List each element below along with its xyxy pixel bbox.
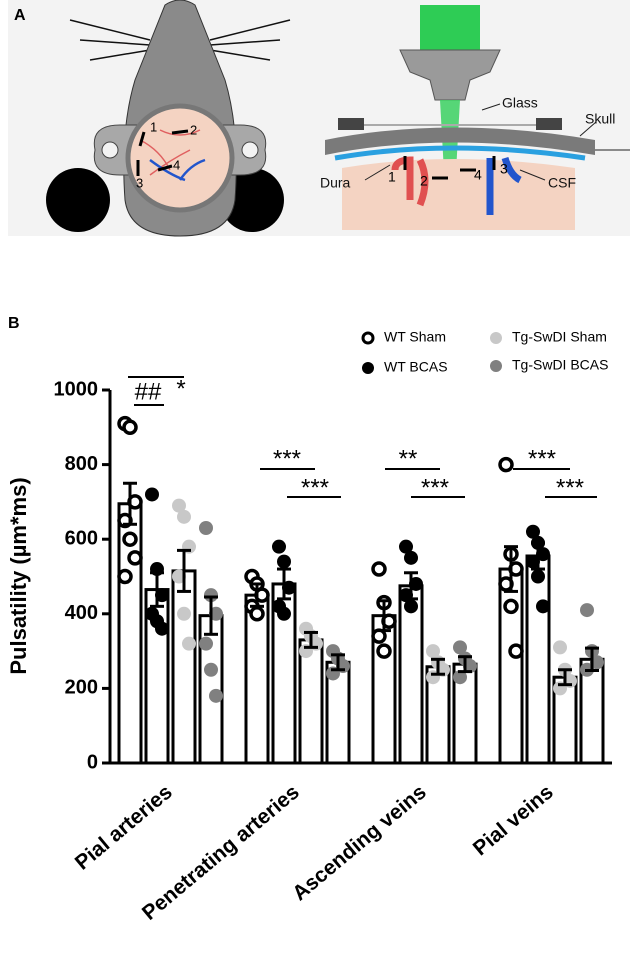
mouse: 1 2 3 4 [46, 0, 291, 237]
data-point [277, 554, 291, 569]
data-point [209, 688, 223, 703]
panel-label: A [14, 7, 26, 24]
data-point [155, 621, 169, 636]
data-point [526, 524, 540, 539]
data-point [277, 606, 291, 621]
data-point [404, 550, 418, 565]
panel-b: B Pulsatility (µm*ms) 0 200 400 600 800 1000 P… [6, 315, 612, 925]
y-tick-label: 800 [65, 453, 98, 475]
data-point [249, 606, 265, 622]
significance-label: * [176, 375, 185, 402]
legend-marker [362, 362, 374, 374]
data-point [199, 521, 213, 536]
x-tick-label: Ascending veins [288, 780, 431, 905]
data-point [117, 568, 133, 585]
data-point [182, 636, 196, 651]
data-point [399, 539, 413, 554]
data-point [453, 640, 467, 655]
significance-label: *** [528, 445, 556, 472]
side-site: 3 [500, 161, 508, 177]
data-point [204, 588, 218, 603]
data-point [508, 643, 524, 659]
data-point [204, 662, 218, 677]
x-tick-label: Pial veins [469, 780, 558, 860]
skull-label: Skull [585, 111, 615, 127]
bar [525, 554, 551, 765]
y-tick-label: 200 [65, 677, 98, 699]
legend-label: WT BCAS [384, 359, 448, 375]
window-site: 2 [190, 122, 197, 137]
legend-label: Tg-SwDI BCAS [512, 357, 608, 373]
panel-label: B [8, 315, 20, 332]
y-tick-label: 600 [65, 527, 98, 549]
data-point [404, 599, 418, 614]
side-site: 2 [420, 173, 428, 189]
data-point [199, 636, 213, 651]
data-point [536, 599, 550, 614]
window-site: 4 [173, 157, 180, 172]
window-site: 3 [136, 175, 143, 190]
data-point [371, 561, 387, 577]
data-point [376, 643, 392, 659]
glass-label: Glass [502, 95, 538, 111]
bar [298, 638, 324, 765]
data-point [580, 603, 594, 618]
bar [171, 569, 197, 765]
side-site: 1 [388, 169, 396, 185]
legend-marker [490, 332, 502, 344]
data-point [426, 644, 440, 659]
data-point [127, 550, 143, 566]
csf-label: CSF [548, 175, 576, 191]
y-axis-label: Pulsatility (µm*ms) [6, 477, 31, 674]
data-point [498, 456, 514, 473]
side-site: 4 [474, 167, 482, 183]
data-point [145, 487, 159, 502]
significance-label: *** [273, 445, 301, 472]
y-tick-label: 0 [87, 751, 98, 773]
imaging-setup: Glass Skull Dura CSF 1 2 4 3 [320, 5, 630, 230]
data-point [177, 606, 191, 621]
legend-label: Tg-SwDI Sham [512, 329, 607, 345]
legend-label: WT Sham [384, 329, 446, 345]
data-point [172, 498, 186, 513]
legend-marker [490, 360, 502, 372]
data-point [177, 509, 191, 524]
data-point [453, 670, 467, 685]
data-point [503, 598, 519, 615]
data-point [553, 640, 567, 655]
data-point [272, 539, 286, 554]
y-tick-label: 1000 [54, 378, 99, 400]
x-tick-label: Pial arteries [71, 780, 177, 874]
data-point [122, 531, 138, 547]
dura-label: Dura [320, 175, 351, 191]
significance-label: ## [135, 378, 162, 405]
legend-marker [361, 331, 375, 345]
panel-a: A 1 2 3 4 [8, 0, 630, 237]
window-site: 1 [150, 119, 157, 134]
y-tick-label: 400 [65, 602, 98, 624]
significance-label: ** [399, 445, 418, 472]
data-point [531, 569, 545, 584]
data-point [122, 419, 138, 436]
bar [498, 567, 524, 765]
